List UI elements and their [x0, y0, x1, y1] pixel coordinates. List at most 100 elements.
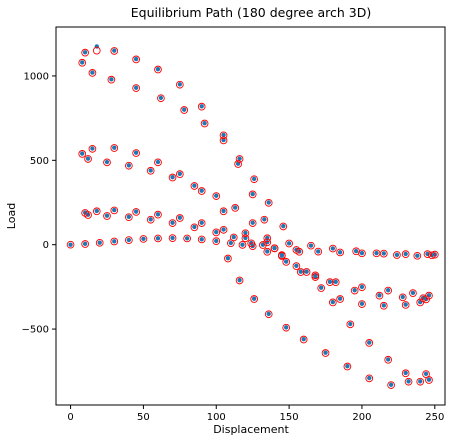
data-point-dot: [330, 299, 336, 305]
data-point-circle: [132, 149, 140, 157]
data-point-circle: [197, 187, 206, 195]
data-point-circle: [175, 170, 184, 179]
data-point-circle: [157, 94, 165, 103]
data-point-dot: [90, 70, 95, 75]
data-point-circle: [180, 106, 189, 114]
data-point-dot: [323, 350, 328, 355]
x-tick-label: 50: [137, 412, 150, 423]
data-point-dot: [345, 363, 350, 369]
data-point-circle: [422, 295, 430, 304]
data-point-circle: [154, 210, 162, 219]
data-point-dot: [231, 234, 236, 240]
data-point-circle: [107, 75, 116, 84]
data-point-circle: [401, 301, 410, 309]
data-point-dot: [177, 171, 183, 177]
data-point-circle: [409, 289, 417, 297]
data-point-circle: [350, 286, 359, 295]
data-point-circle: [372, 249, 381, 258]
data-point-circle: [307, 241, 315, 250]
data-point-dot: [112, 48, 117, 53]
data-point-circle: [168, 173, 177, 182]
data-point-circle: [282, 258, 291, 266]
data-point-dot: [182, 107, 187, 112]
data-point-circle: [365, 339, 374, 347]
x-tick-label: 250: [425, 412, 444, 423]
data-point-circle: [336, 295, 344, 303]
data-point-circle: [250, 175, 258, 184]
plot-area: 0 50 100 150 200 250 −500 0 500 1000: [22, 26, 446, 423]
x-axis-label: Displacement: [213, 423, 289, 436]
data-point-dot: [133, 150, 139, 155]
data-point-dot: [388, 382, 394, 387]
data-point-circle: [263, 247, 272, 256]
data-point-dot: [400, 294, 405, 300]
data-point-circle: [124, 236, 133, 244]
data-point-circle: [422, 370, 430, 378]
data-point-circle: [168, 219, 177, 227]
data-point-dot: [104, 213, 110, 218]
data-point-dot: [221, 208, 226, 214]
data-point-circle: [235, 155, 244, 163]
data-point-circle: [326, 278, 334, 287]
data-point-circle: [317, 284, 326, 292]
data-point-dot: [133, 209, 139, 214]
data-point-circle: [95, 238, 104, 247]
data-point-circle: [331, 278, 340, 287]
data-point-circle: [336, 248, 344, 257]
data-point-circle: [132, 55, 140, 64]
data-point-circle: [212, 237, 221, 245]
data-point-dot: [330, 246, 336, 251]
data-point-circle: [132, 208, 140, 216]
data-point-dot: [104, 159, 110, 165]
data-point-circle: [110, 47, 119, 55]
data-point-circle: [154, 65, 162, 74]
data-point-dot: [308, 243, 314, 248]
data-point-circle: [375, 291, 384, 300]
data-point-circle: [259, 241, 267, 249]
data-point-dot: [406, 379, 411, 384]
data-point-circle: [328, 244, 337, 253]
data-point-circle: [346, 320, 355, 329]
data-point-circle: [263, 234, 272, 243]
data-point-circle: [247, 239, 256, 248]
data-point-dot: [158, 95, 164, 101]
data-point-dot: [112, 207, 117, 213]
data-point-dot: [170, 220, 175, 225]
data-point-circle: [285, 239, 293, 248]
data-point-dot: [243, 230, 248, 236]
data-point-dot: [374, 250, 379, 256]
data-point-circle: [146, 215, 155, 224]
data-point-dot: [221, 227, 226, 232]
data-point-circle: [190, 182, 199, 190]
data-point-dot: [337, 250, 343, 255]
data-point-circle: [139, 235, 148, 243]
data-point-circle: [110, 206, 119, 215]
data-point-dot: [251, 176, 257, 182]
data-point-circle: [241, 229, 250, 238]
data-point-circle: [352, 247, 360, 256]
data-point-dot: [410, 290, 416, 295]
data-point-dot: [225, 255, 231, 261]
data-point-dot: [281, 223, 286, 229]
data-point-circle: [387, 381, 395, 389]
data-point-circle: [264, 198, 273, 207]
data-point-circle: [132, 84, 140, 92]
plot-background: [56, 27, 445, 405]
data-point-dot: [298, 269, 303, 274]
data-point-dot: [155, 159, 161, 165]
data-point-circle: [379, 301, 388, 310]
data-point-circle: [358, 283, 366, 292]
data-point-circle: [212, 192, 221, 200]
data-point-dot: [155, 236, 161, 241]
data-point-circle: [219, 207, 228, 216]
y-tick-label: 500: [30, 156, 49, 167]
data-point-dot: [199, 237, 204, 242]
data-point-circle: [343, 362, 352, 371]
data-point-dot: [214, 193, 219, 198]
data-point-dot: [177, 82, 183, 87]
data-point-dot: [286, 241, 292, 246]
data-point-circle: [401, 250, 410, 258]
plot-frame: [55, 26, 446, 406]
data-point-circle: [365, 374, 374, 383]
data-point-circle: [168, 234, 177, 242]
